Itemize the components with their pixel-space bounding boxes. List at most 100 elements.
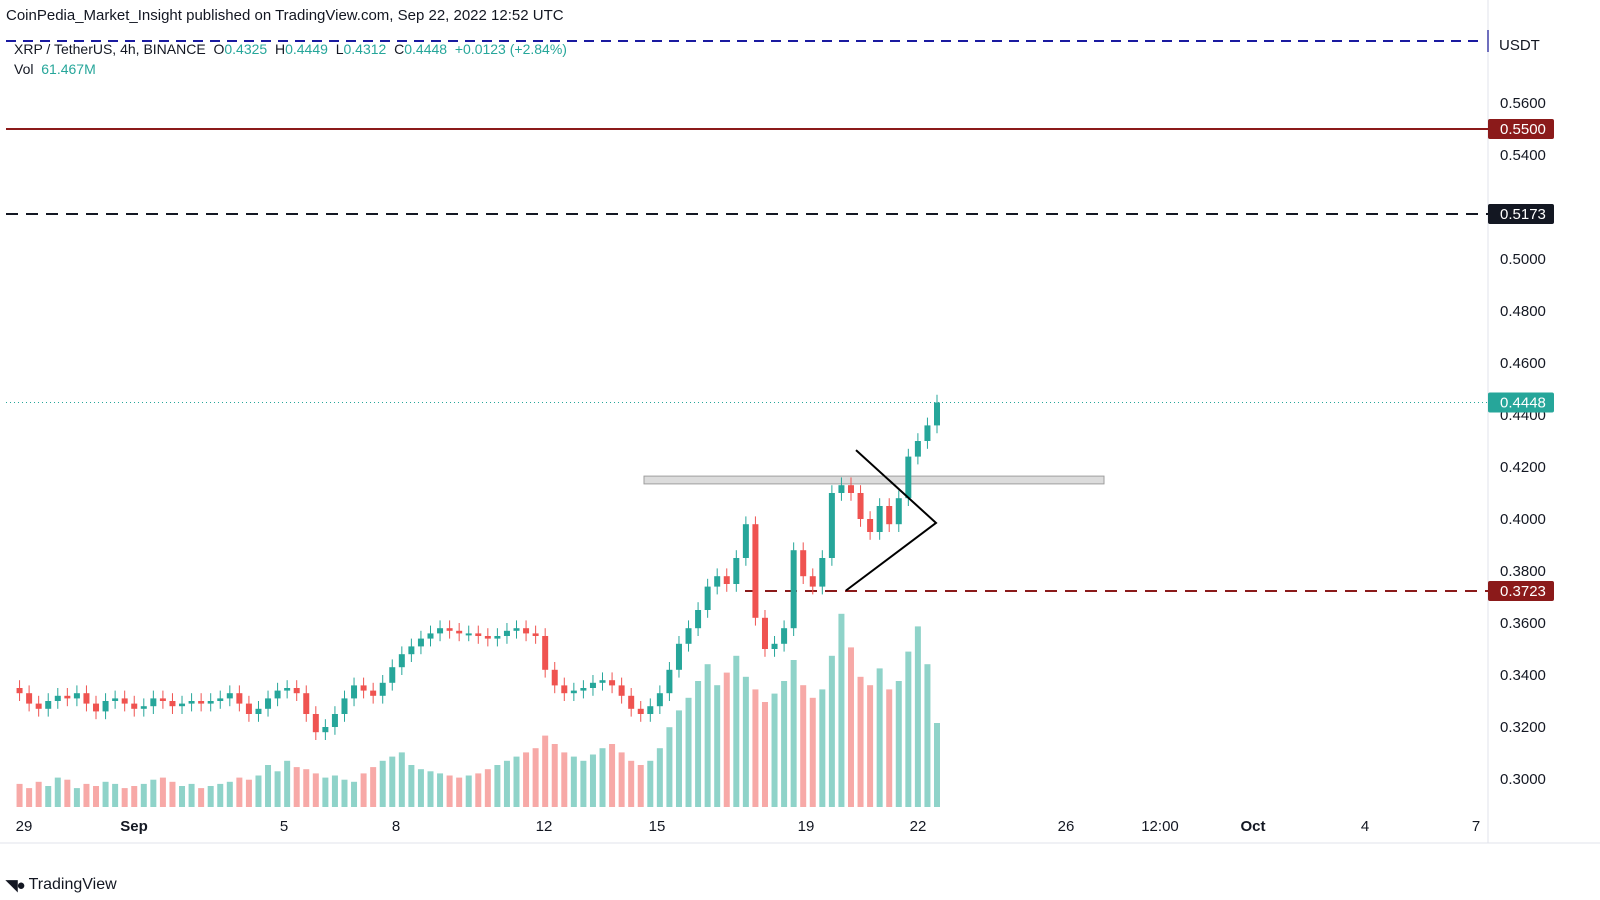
volume-bar [905, 651, 912, 807]
volume-bar [609, 744, 616, 807]
x-tick-label: Sep [120, 818, 148, 835]
volume-bar [771, 693, 778, 807]
close-value: 0.4448 [404, 41, 448, 57]
candle-body [131, 703, 138, 709]
open-value: 0.4325 [224, 41, 268, 57]
price-tag-bg [1488, 581, 1554, 602]
candle-body [293, 688, 300, 694]
y-tick-label: 0.5000 [1500, 251, 1546, 268]
candle-body [360, 685, 367, 691]
volume-bar [819, 689, 826, 807]
candle-body [513, 628, 520, 631]
candle-body [188, 701, 195, 704]
volume-bar [580, 760, 587, 807]
price-tag-bg [1488, 392, 1554, 413]
candle-body [265, 698, 272, 709]
candle-body [580, 688, 587, 691]
volume-bar [408, 765, 415, 807]
candle-body [886, 506, 893, 525]
volume-bar [102, 781, 109, 807]
candle-body [159, 698, 166, 701]
volume-bar [637, 765, 644, 807]
volume-bar [83, 783, 90, 807]
volume-bar [131, 786, 138, 807]
candle-body [389, 667, 396, 683]
candle-body [828, 493, 835, 558]
candle-body [331, 714, 338, 727]
candle-body [714, 576, 721, 587]
candle-body [542, 636, 549, 670]
volume-bar [924, 664, 931, 807]
tradingview-logo-icon: ◥● [6, 877, 26, 894]
candle-body [656, 693, 663, 707]
candle-body [16, 688, 23, 694]
brand-label: TradingView [28, 876, 117, 893]
close-label: C [394, 41, 405, 57]
candle-body [618, 685, 625, 696]
x-tick-label: 4 [1361, 818, 1369, 835]
volume-bar [733, 655, 740, 807]
candle-body [408, 646, 415, 655]
volume-bar [475, 773, 482, 807]
candle-body [637, 708, 644, 714]
candle-body [695, 610, 702, 629]
volume-bar [389, 756, 396, 807]
volume-bar [293, 767, 300, 807]
candle-body [303, 693, 310, 714]
candle-body [609, 680, 616, 686]
currency-label: USDT [1499, 37, 1540, 54]
tradingview-footer: ◥● TradingView [6, 876, 117, 894]
price-tag-label: 0.4448 [1500, 395, 1546, 412]
candle-body [112, 698, 119, 701]
volume-bar [112, 783, 119, 807]
volume-bar [781, 681, 788, 807]
volume-bar [456, 777, 463, 807]
candle-body [417, 638, 424, 647]
volume-bar [484, 769, 491, 807]
candle-body [437, 628, 444, 634]
price-tag-label: 0.5500 [1500, 121, 1546, 138]
candle-body [628, 695, 635, 709]
candle-body [752, 524, 759, 618]
candle-body [761, 617, 768, 649]
symbol-label[interactable]: XRP / TetherUS, 4h, BINANCE [14, 41, 206, 57]
candle-body [876, 506, 883, 532]
candle-body [647, 706, 654, 714]
candle-body [446, 628, 453, 631]
candle-body [475, 633, 482, 636]
candle-body [790, 550, 797, 629]
candle-body [169, 701, 176, 707]
candle-body [847, 485, 854, 493]
candle-body [685, 628, 692, 644]
volume-bar [26, 788, 33, 807]
candle-body [398, 654, 405, 668]
triangle-pattern [845, 449, 938, 592]
x-tick-label: 19 [798, 818, 815, 835]
resistance-zone [643, 475, 1105, 485]
candle-body [26, 693, 33, 704]
candle-body [781, 628, 788, 644]
x-tick-label: 26 [1058, 818, 1075, 835]
volume-bar [284, 760, 291, 807]
candle-body [895, 498, 902, 525]
volume-bar [370, 767, 377, 807]
volume-bar [188, 783, 195, 807]
volume-row: Vol 61.467M [14, 59, 567, 79]
candle-body [800, 550, 807, 577]
x-tick-label: Oct [1240, 818, 1265, 835]
candle-body [73, 693, 80, 699]
candle-body [236, 693, 243, 704]
candle-body [217, 698, 224, 701]
y-tick-label: 0.4200 [1500, 459, 1546, 476]
volume-bar [93, 786, 100, 807]
volume-bar [494, 765, 501, 807]
volume-bar [503, 760, 510, 807]
y-tick-label: 0.4000 [1500, 511, 1546, 528]
candle-body [551, 669, 558, 686]
volume-bar [685, 697, 692, 807]
volume-bar [599, 748, 606, 807]
volume-bar [217, 783, 224, 807]
candle-body [245, 703, 252, 714]
price-tag-bg [1488, 204, 1554, 225]
